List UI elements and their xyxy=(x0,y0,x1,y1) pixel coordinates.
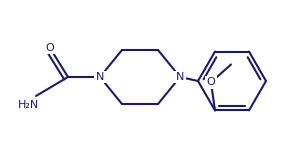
Text: N: N xyxy=(96,72,104,82)
Text: O: O xyxy=(206,77,215,88)
Text: N: N xyxy=(176,72,184,82)
Text: O: O xyxy=(46,43,54,53)
Text: H₂N: H₂N xyxy=(17,100,39,110)
